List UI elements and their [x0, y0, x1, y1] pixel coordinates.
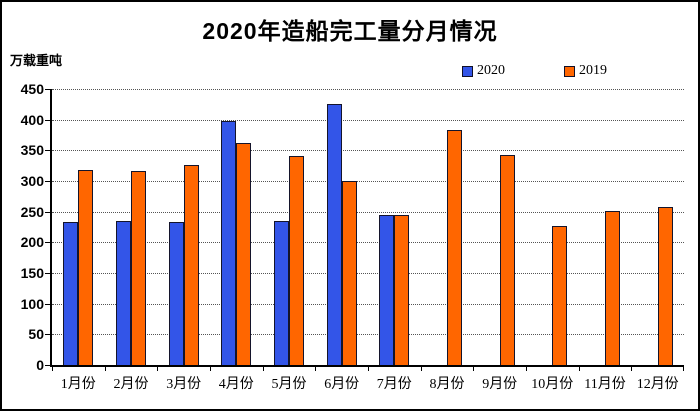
x-axis-label: 3月份: [166, 377, 202, 392]
y-axis-tick: [45, 303, 50, 305]
y-axis-unit-label: 万载重吨: [10, 53, 63, 68]
x-axis-tick: [683, 367, 684, 371]
gridline: [52, 211, 684, 213]
x-axis-tick: [104, 367, 106, 371]
bar-2020-5月份: [274, 220, 289, 365]
y-axis-tick: [45, 150, 50, 152]
x-axis-tick: [52, 367, 53, 371]
bar-2020-7月份: [379, 214, 395, 365]
y-axis-label: 450: [20, 81, 44, 97]
x-axis-label: 7月份: [376, 377, 412, 392]
gridline: [52, 89, 684, 90]
x-axis-label: 11月份: [584, 377, 626, 392]
bar-2019-8月份: [447, 130, 462, 365]
x-axis-label: 4月份: [218, 377, 254, 392]
gridline: [52, 119, 684, 121]
legend-entry-2019: 2019: [564, 63, 607, 79]
bar-2019-3月份: [183, 165, 199, 365]
bar-2019-1月份: [78, 170, 94, 365]
y-axis-tick: [45, 89, 50, 90]
legend-swatch-icon: [462, 65, 473, 77]
bar-2019-4月份: [236, 143, 252, 365]
bar-2020-1月份: [63, 222, 79, 365]
x-axis-label: 10月份: [531, 377, 574, 392]
x-axis-tick: [368, 367, 369, 371]
x-axis-tick: [420, 367, 422, 371]
y-axis-label: 350: [20, 142, 44, 159]
gridline: [52, 181, 684, 182]
x-axis-tick: [473, 367, 475, 371]
bar-2019-5月份: [289, 155, 304, 365]
bar-2019-9月份: [499, 154, 515, 365]
bar-2019-12月份: [657, 206, 673, 365]
legend-label: 2020: [477, 63, 505, 78]
y-axis-label: 400: [20, 111, 44, 128]
gridline: [52, 273, 684, 274]
x-axis-tick: [262, 367, 264, 371]
bar-2019-10月份: [552, 225, 568, 365]
y-axis-label: 150: [20, 265, 44, 281]
y-axis-tick: [45, 242, 50, 244]
bar-2020-4月份: [221, 120, 237, 365]
y-axis-label: 250: [20, 203, 44, 220]
x-axis-label: 6月份: [324, 377, 360, 392]
x-axis-line: [50, 365, 684, 367]
bar-2020-6月份: [326, 104, 342, 365]
gridline: [52, 242, 684, 244]
legend-label: 2019: [579, 63, 607, 78]
x-axis-tick: [157, 367, 159, 371]
x-axis-tick: [315, 367, 317, 371]
y-axis-label: 300: [20, 173, 44, 189]
x-axis-label: 1月份: [60, 377, 96, 392]
y-axis-label: 200: [20, 234, 44, 251]
y-axis-tick: [45, 365, 50, 366]
x-axis-label: 12月份: [636, 377, 679, 392]
y-axis-line: [50, 89, 52, 365]
bar-2020-2月份: [116, 220, 131, 365]
x-axis-tick: [631, 367, 633, 371]
x-axis-tick: [210, 367, 211, 371]
y-axis-tick: [45, 273, 50, 274]
bar-2019-6月份: [341, 181, 357, 365]
x-axis-label: 5月份: [271, 377, 307, 392]
bar-2019-2月份: [131, 170, 146, 365]
plot-area: [52, 89, 684, 365]
gridline: [52, 303, 684, 305]
y-axis-tick: [45, 211, 50, 213]
y-axis-tick: [45, 181, 50, 182]
x-axis-tick: [526, 367, 527, 371]
x-axis-tick: [578, 367, 580, 371]
y-axis-tick: [45, 119, 50, 121]
x-axis-label: 8月份: [429, 377, 465, 392]
x-axis-label: 2月份: [113, 377, 149, 392]
x-axis-label: 9月份: [482, 377, 518, 392]
bar-2020-3月份: [168, 222, 184, 365]
y-axis-tick: [45, 334, 50, 336]
chart-title: 2020年造船完工量分月情况: [202, 18, 498, 44]
y-axis-label: 50: [28, 326, 44, 343]
gridline: [52, 334, 684, 336]
y-axis-label: 100: [20, 295, 44, 312]
gridline: [52, 150, 684, 152]
bar-2019-7月份: [394, 215, 410, 365]
y-axis-label: 0: [36, 357, 44, 373]
legend-entry-2020: 2020: [462, 63, 505, 79]
bar-2019-11月份: [605, 211, 620, 365]
legend-swatch-icon: [564, 65, 575, 77]
